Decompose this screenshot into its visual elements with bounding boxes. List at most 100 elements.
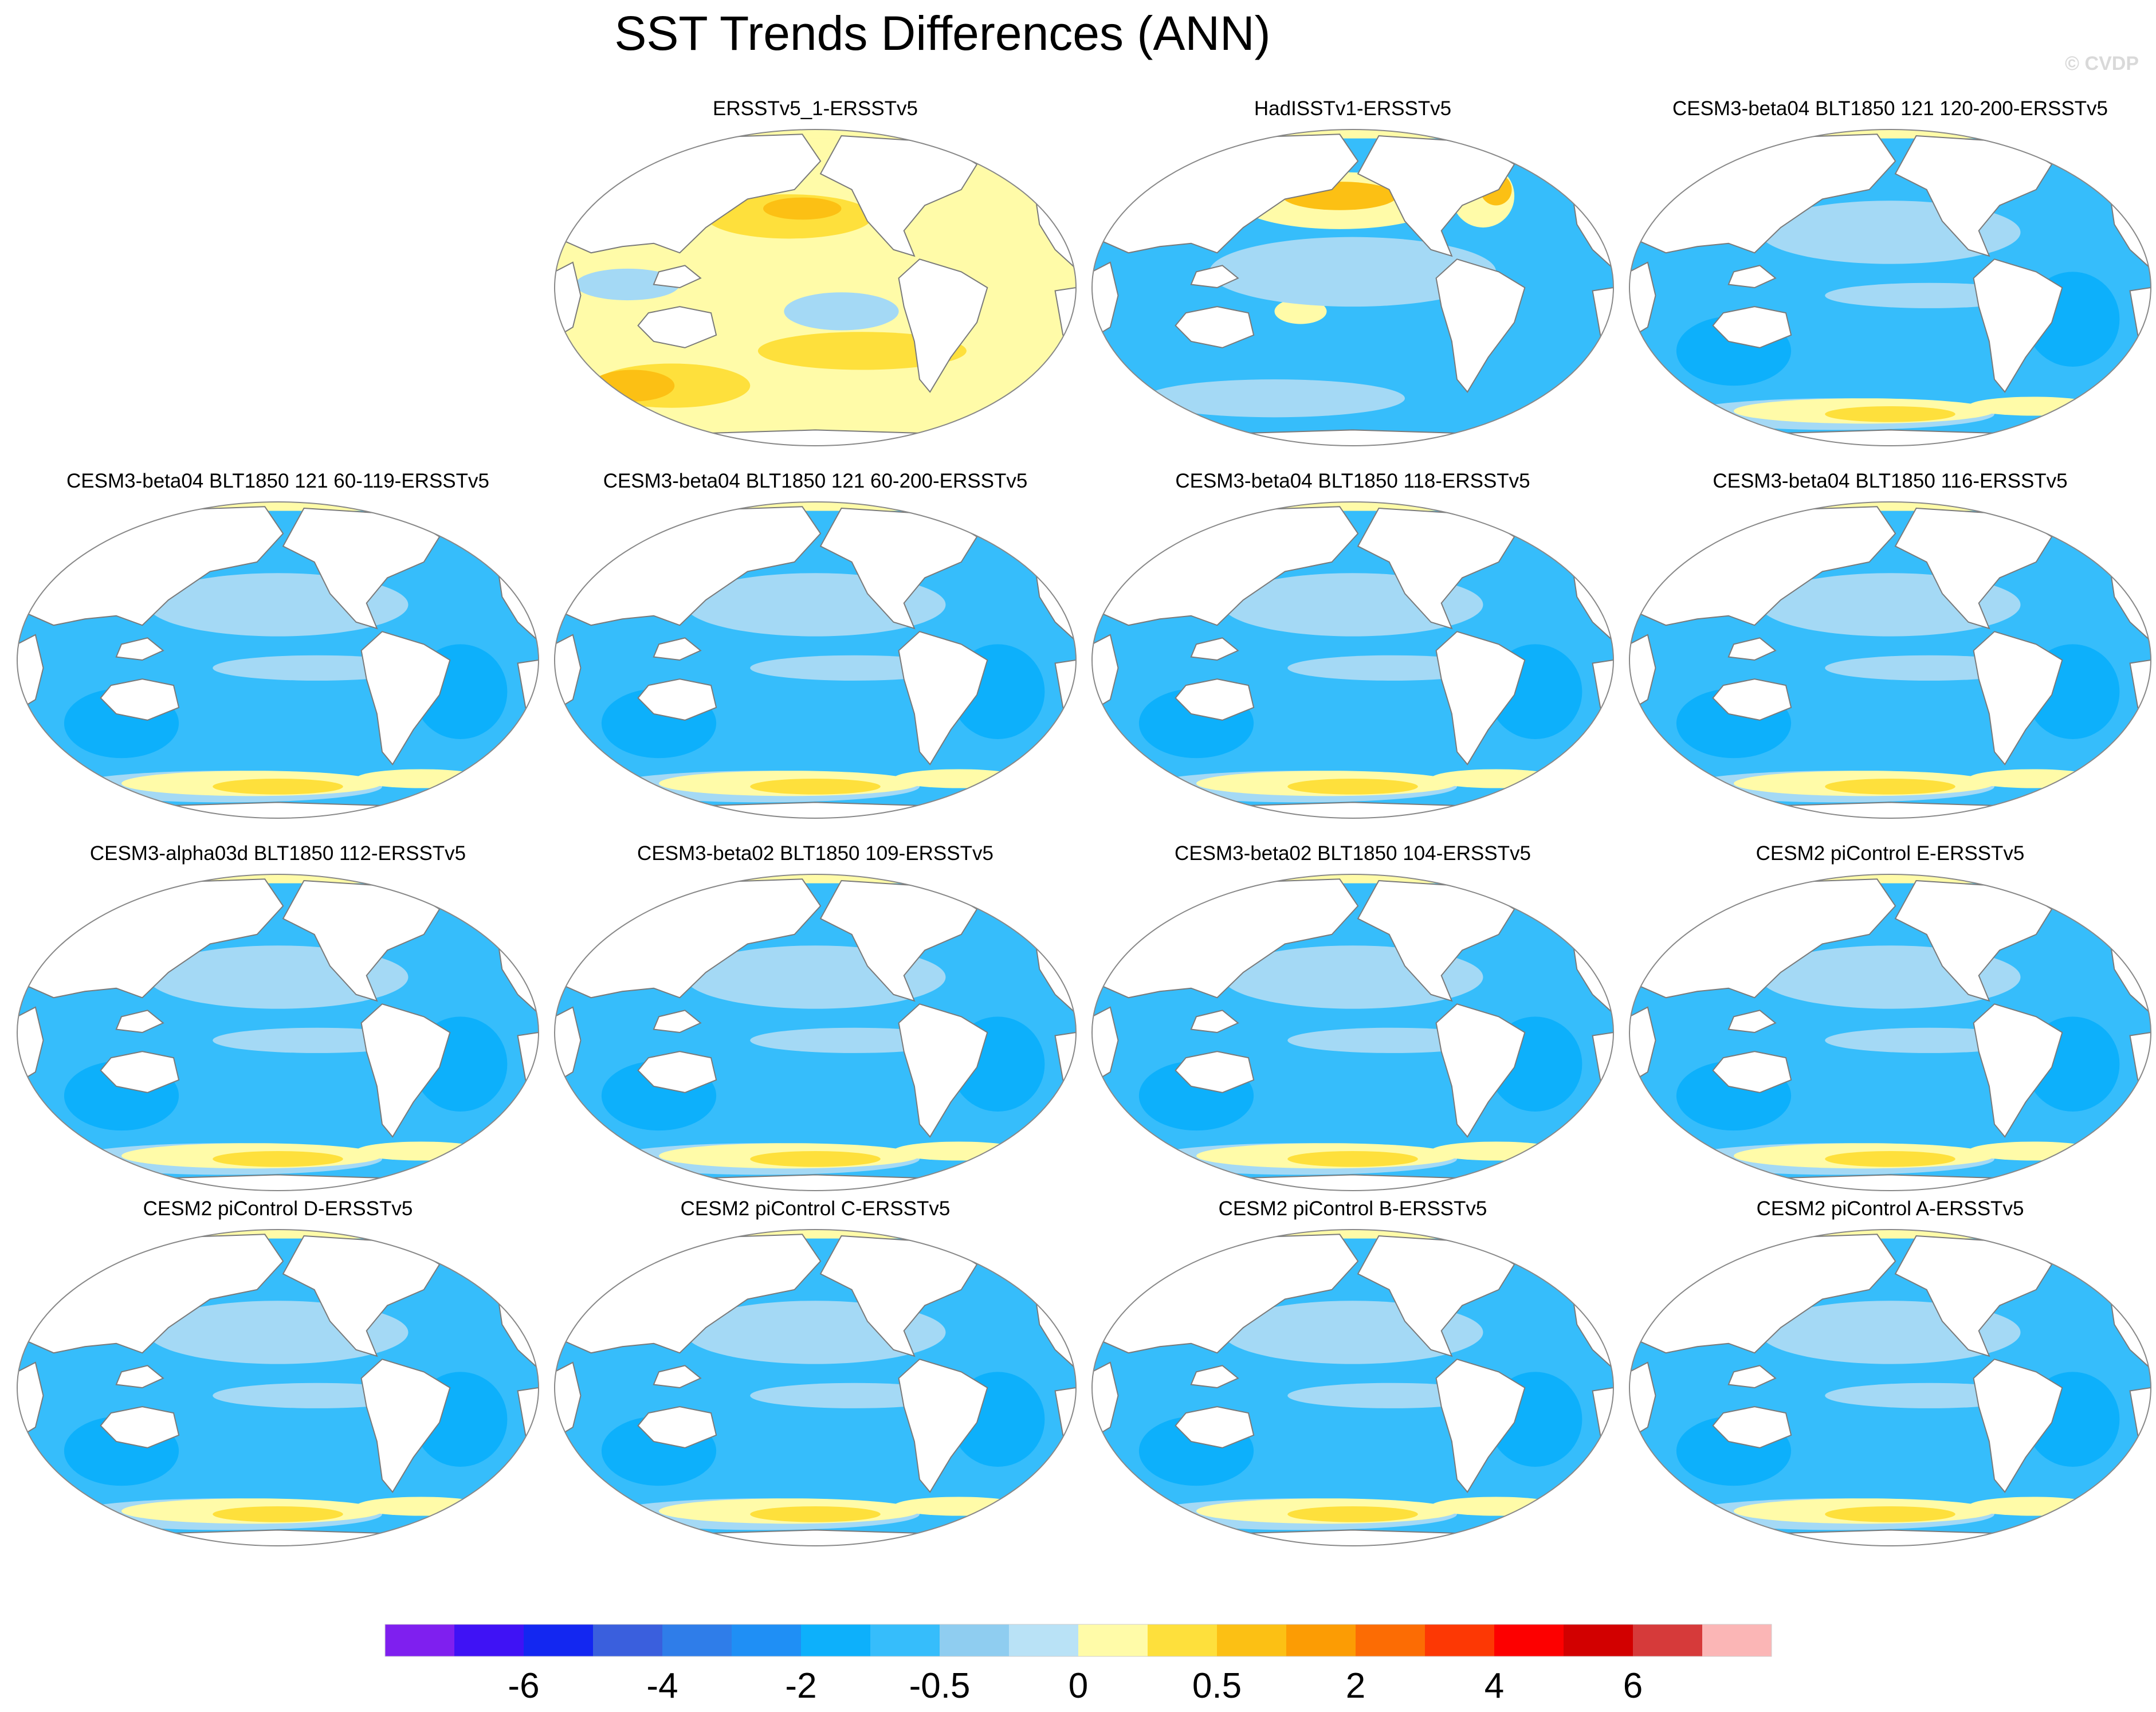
sst-map <box>1629 1229 2151 1546</box>
map-panel: CESM3-beta04 BLT1850 121 60-200-ERSSTv5 <box>549 470 1082 825</box>
landmass <box>360 1003 451 1138</box>
colorbar-cell <box>1702 1624 1772 1656</box>
sst-map <box>554 1229 1077 1546</box>
landmass <box>1435 1003 1526 1138</box>
anomaly-region <box>356 1497 486 1516</box>
sst-map <box>17 874 539 1191</box>
landmass <box>1712 306 1792 348</box>
colorbar-cell <box>524 1624 593 1656</box>
map-panel: CESM3-beta02 BLT1850 104-ERSSTv5 <box>1086 842 1619 1197</box>
anomaly-region <box>591 370 675 402</box>
sst-map <box>1091 874 1614 1191</box>
landmass <box>1435 1358 1526 1493</box>
landmass <box>1973 631 2063 765</box>
colorbar-cell <box>1425 1624 1494 1656</box>
landmass <box>555 634 582 712</box>
colorbar-cell <box>1217 1624 1286 1656</box>
map-border <box>554 1229 1077 1546</box>
anomaly-region <box>750 1506 881 1522</box>
landmass <box>555 261 582 340</box>
sst-map <box>1629 129 2151 446</box>
panel-title: CESM2 piControl D-ERSSTv5 <box>143 1197 413 1220</box>
map-border <box>1091 1229 1614 1546</box>
map-panel: CESM2 piControl E-ERSSTv5 <box>1624 842 2156 1197</box>
arctic-band <box>555 129 1076 139</box>
map-panel: CESM2 piControl A-ERSSTv5 <box>1624 1197 2156 1553</box>
map-panel: CESM3-beta04 BLT1850 121 120-200-ERSSTv5 <box>1624 97 2156 453</box>
landmass <box>1629 261 1656 340</box>
colorbar-tick-label: 2 <box>1346 1666 1365 1706</box>
map-border <box>1091 501 1614 819</box>
colorbar-tick-label: -6 <box>508 1666 539 1706</box>
arctic-band <box>1092 1230 1613 1239</box>
landmass <box>637 1051 717 1093</box>
panel-title: CESM3-beta02 BLT1850 109-ERSSTv5 <box>637 842 993 865</box>
map-panel: CESM3-beta04 BLT1850 121 60-119-ERSSTv5 <box>11 470 544 825</box>
anomaly-region <box>1968 769 2099 788</box>
anomaly-region <box>1431 1497 1561 1516</box>
arctic-band <box>1092 502 1613 511</box>
landmass <box>653 265 702 289</box>
map-panel: CESM3-beta04 BLT1850 118-ERSSTv5 <box>1086 470 1619 825</box>
colorbar-cell <box>1564 1624 1633 1656</box>
colorbar-tick-label: -4 <box>646 1666 678 1706</box>
arctic-band <box>1629 1230 2151 1239</box>
colorbar-cell <box>593 1624 662 1656</box>
anomaly-region <box>213 1506 343 1522</box>
colorbar-cell <box>940 1624 1009 1656</box>
panel-title: CESM3-beta04 BLT1850 121 120-200-ERSSTv5 <box>1672 97 2108 120</box>
landmass <box>100 1051 180 1093</box>
colorbar-cell <box>1286 1624 1356 1656</box>
arctic-band <box>1092 874 1613 884</box>
landmass <box>1629 634 1656 712</box>
anomaly-region <box>356 769 486 788</box>
sst-map <box>554 501 1077 819</box>
anomaly-region <box>1968 396 2099 416</box>
landmass <box>17 1361 44 1440</box>
map-panel: ERSSTv5_1-ERSSTv5 <box>549 97 1082 453</box>
landmass <box>1435 631 1526 765</box>
colorbar-tick-label: -0.5 <box>909 1666 971 1706</box>
colorbar-tick-label: 0 <box>1069 1666 1088 1706</box>
colorbar-tick-label: -2 <box>785 1666 816 1706</box>
anomaly-region <box>784 292 899 331</box>
arctic-band <box>1092 129 1613 139</box>
landmass <box>115 1365 164 1389</box>
panel-title: HadISSTv1-ERSSTv5 <box>1254 97 1452 120</box>
landmass <box>100 678 180 721</box>
anomaly-region <box>893 1497 1024 1516</box>
colorbar-cell <box>1494 1624 1564 1656</box>
landmass <box>1190 265 1239 289</box>
colorbar-cell <box>801 1624 870 1656</box>
panel-title: CESM2 piControl E-ERSSTv5 <box>1756 842 2025 865</box>
landmass <box>653 637 702 661</box>
sst-map <box>17 501 539 819</box>
sst-map <box>1629 501 2151 819</box>
landmass <box>1727 1010 1777 1034</box>
landmass <box>555 1361 582 1440</box>
landmass <box>1190 637 1239 661</box>
landmass <box>1175 306 1255 348</box>
colorbar-cell <box>732 1624 801 1656</box>
landmass <box>1175 1051 1255 1093</box>
anomaly-region <box>1825 406 1955 422</box>
landmass <box>1190 1010 1239 1034</box>
anomaly-region <box>1144 379 1405 418</box>
landmass <box>1727 637 1777 661</box>
map-panel: HadISSTv1-ERSSTv5 <box>1086 97 1619 453</box>
landmass <box>637 678 717 721</box>
sst-map <box>554 129 1077 446</box>
landmass <box>1727 265 1777 289</box>
landmass <box>1175 1406 1255 1448</box>
colorbar-cell <box>1356 1624 1425 1656</box>
colorbar-cell <box>454 1624 524 1656</box>
colorbar-tick-label: 4 <box>1485 1666 1504 1706</box>
landmass <box>115 637 164 661</box>
landmass <box>100 1406 180 1448</box>
map-panel: CESM2 piControl C-ERSSTv5 <box>549 1197 1082 1553</box>
anomaly-region <box>1968 1497 2099 1516</box>
colorbar-cell <box>1148 1624 1217 1656</box>
arctic-band <box>1629 502 2151 511</box>
landmass <box>360 631 451 765</box>
sst-map <box>17 1229 539 1546</box>
